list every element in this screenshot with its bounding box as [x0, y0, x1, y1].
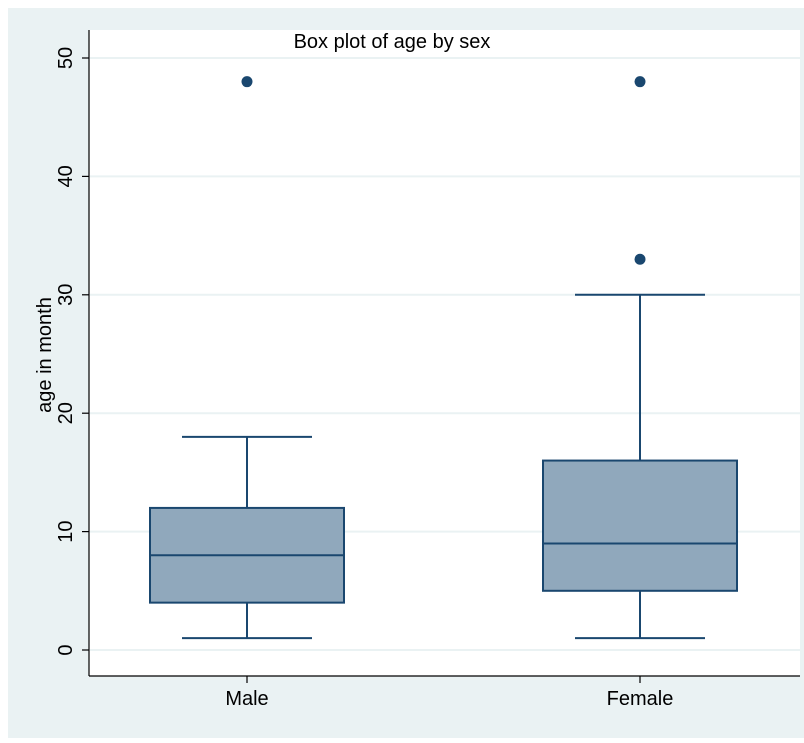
box-group-female: [542, 76, 738, 640]
y-tick-label: 10: [55, 520, 77, 542]
x-tick-label: Male: [225, 688, 268, 710]
outlier-point: [634, 76, 646, 88]
y-tick-label: 30: [55, 284, 77, 306]
y-axis-label: age in month: [34, 297, 56, 413]
y-tick-label: 50: [55, 47, 77, 69]
chart-title: Box plot of age by sex: [294, 31, 491, 53]
outlier-point: [241, 76, 253, 88]
x-tick-label: Female: [607, 688, 674, 710]
y-tick-label: 0: [55, 644, 77, 655]
iqr-box: [542, 459, 738, 592]
box-group-male: [149, 76, 345, 640]
box-series: [149, 76, 738, 640]
axes: [88, 30, 800, 677]
outlier-point: [634, 253, 646, 265]
y-tick-label: 20: [55, 402, 77, 424]
y-axis-ticks: 0 10 20 30 40 50: [55, 47, 89, 656]
x-axis-labels: Male Female: [225, 676, 673, 710]
y-tick-label: 40: [55, 165, 77, 187]
